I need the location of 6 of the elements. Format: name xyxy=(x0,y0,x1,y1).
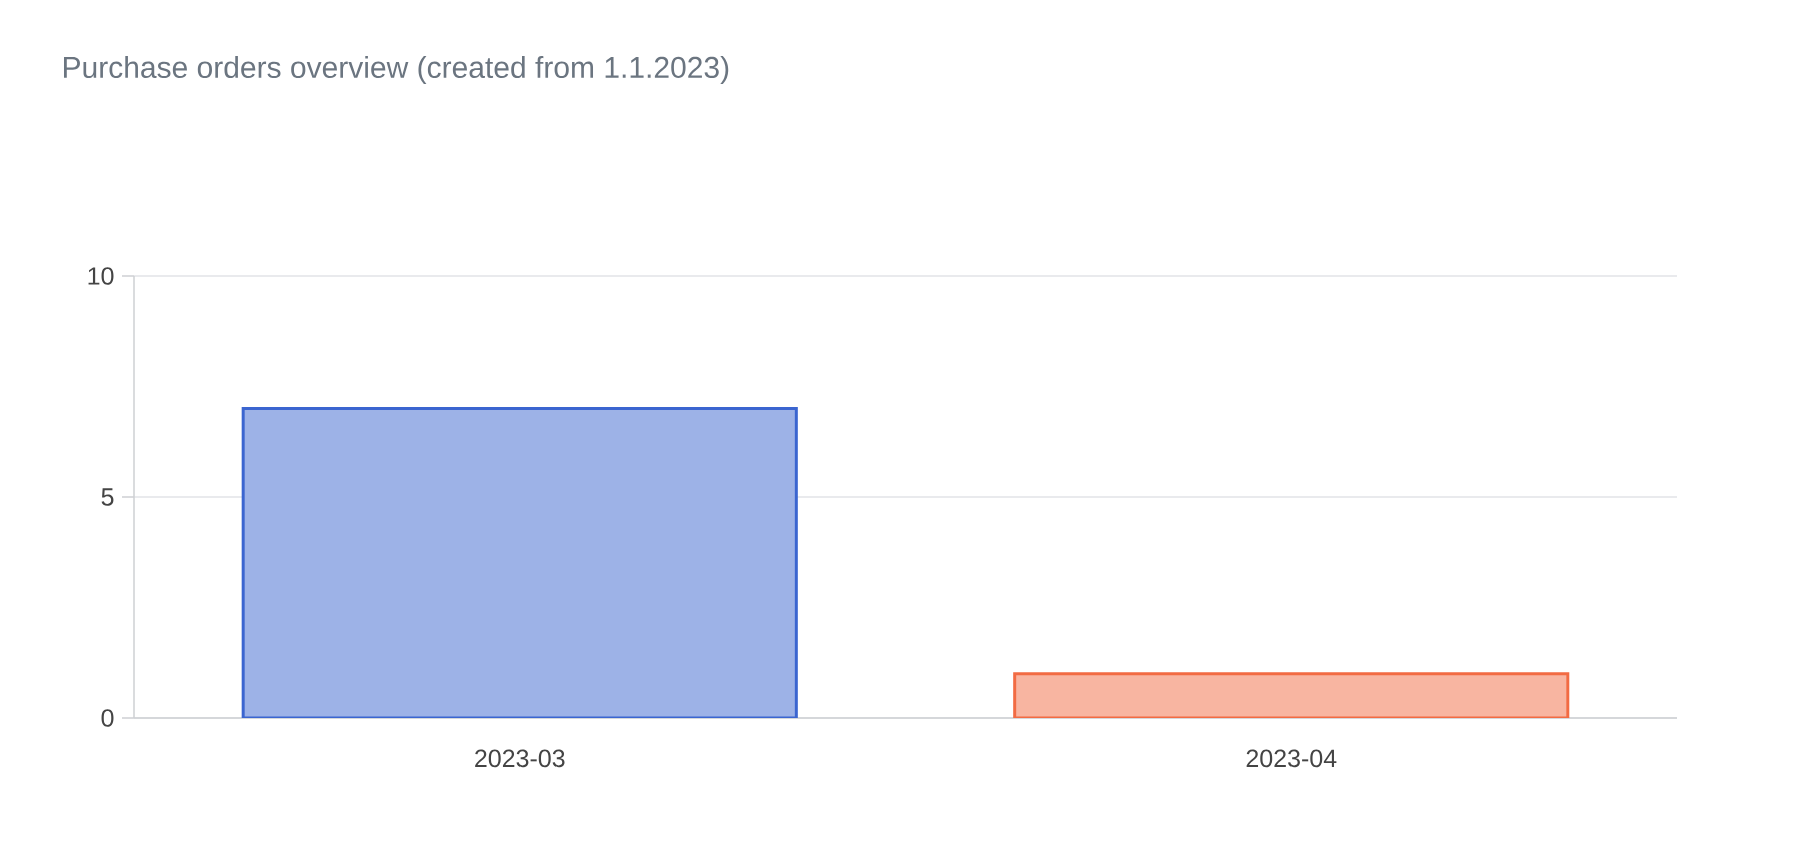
y-tick-label: 5 xyxy=(101,488,114,506)
y-tick-label: 0 xyxy=(101,709,114,727)
y-tick-label: 10 xyxy=(88,267,114,285)
x-tick-label: 2023-03 xyxy=(475,749,565,768)
chart-title: Purchase orders overview (created from 1.1.2023) xyxy=(64,56,729,84)
x-tick-label: 2023-04 xyxy=(1246,749,1337,768)
